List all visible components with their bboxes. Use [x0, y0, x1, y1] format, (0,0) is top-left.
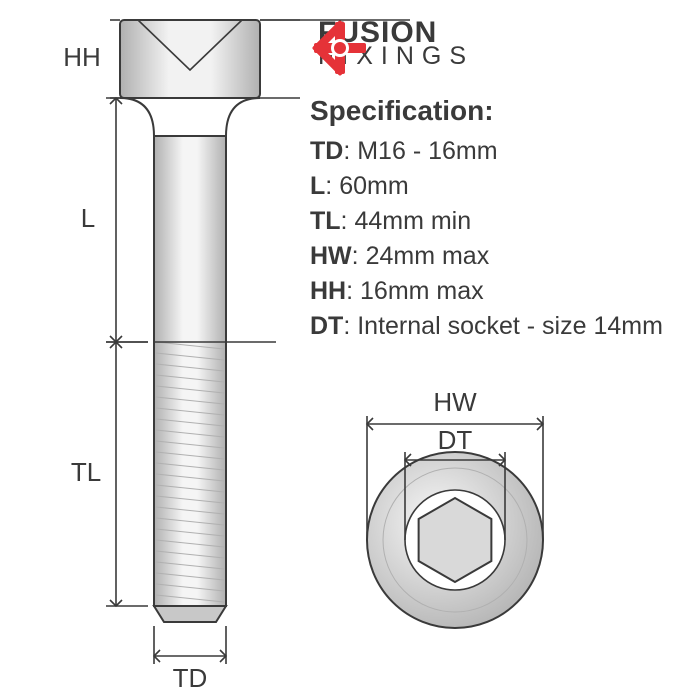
canvas: FUSION FIXINGS Specification: TD: M16 - … — [0, 0, 700, 700]
svg-text:HH: HH — [63, 42, 101, 72]
svg-text:HW: HW — [433, 387, 477, 417]
svg-text:DT: DT — [438, 425, 473, 455]
svg-text:TL: TL — [71, 457, 101, 487]
svg-text:TD: TD — [173, 663, 208, 693]
technical-diagram: HH L TL TD HW DT — [0, 0, 700, 700]
svg-text:L: L — [81, 203, 95, 233]
